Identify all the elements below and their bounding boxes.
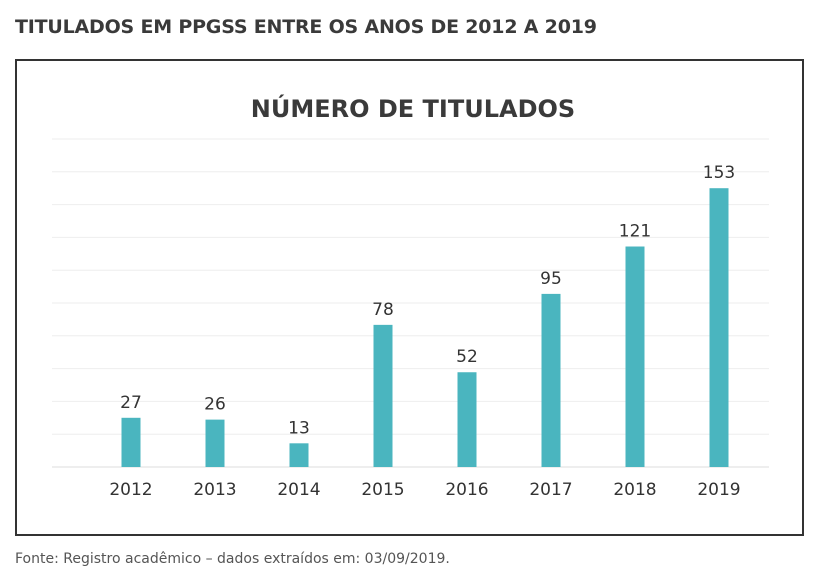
bar-2019 — [709, 188, 729, 467]
bar-2012 — [121, 417, 141, 467]
bar-value-label-2013: 26 — [204, 395, 226, 415]
x-tick-label-2013: 2013 — [193, 480, 236, 500]
bar-value-label-2016: 52 — [456, 347, 478, 367]
bar-value-label-2017: 95 — [540, 269, 562, 289]
x-axis-tick-labels: 2012 2013 2014 2015 2016 2017 2018 2019 — [109, 480, 740, 500]
bar-value-label-2014: 13 — [288, 418, 310, 438]
x-tick-label-2012: 2012 — [109, 480, 152, 500]
bar-value-label-2012: 27 — [120, 393, 142, 413]
bar-2015 — [373, 324, 393, 467]
value-labels: 27 26 13 78 52 95 121 153 — [120, 163, 735, 438]
bars — [121, 188, 729, 467]
bar-value-label-2015: 78 — [372, 300, 394, 320]
bar-chart: NÚMERO DE TITULADOS 27 26 13 78 52 95 121 153 2… — [52, 93, 769, 500]
x-tick-label-2014: 2014 — [277, 480, 320, 500]
chart-title: NÚMERO DE TITULADOS — [251, 93, 575, 123]
grid-lines — [52, 138, 769, 468]
bar-2016 — [457, 372, 477, 467]
bar-value-label-2019: 153 — [703, 163, 735, 183]
page-heading: TITULADOS EM PPGSS ENTRE OS ANOS DE 2012… — [15, 16, 597, 38]
bar-value-label-2018: 121 — [619, 222, 651, 242]
bar-2013 — [205, 419, 225, 467]
bar-2017 — [541, 293, 561, 467]
chart-frame: NÚMERO DE TITULADOS 27 26 13 78 52 95 121 153 2… — [15, 59, 804, 536]
x-tick-label-2017: 2017 — [529, 480, 572, 500]
x-tick-label-2016: 2016 — [445, 480, 488, 500]
x-tick-label-2018: 2018 — [613, 480, 656, 500]
source-note: Fonte: Registro acadêmico – dados extraí… — [15, 551, 450, 567]
x-tick-label-2015: 2015 — [361, 480, 404, 500]
bar-2014 — [289, 443, 309, 467]
x-tick-label-2019: 2019 — [697, 480, 740, 500]
bar-2018 — [625, 246, 645, 467]
